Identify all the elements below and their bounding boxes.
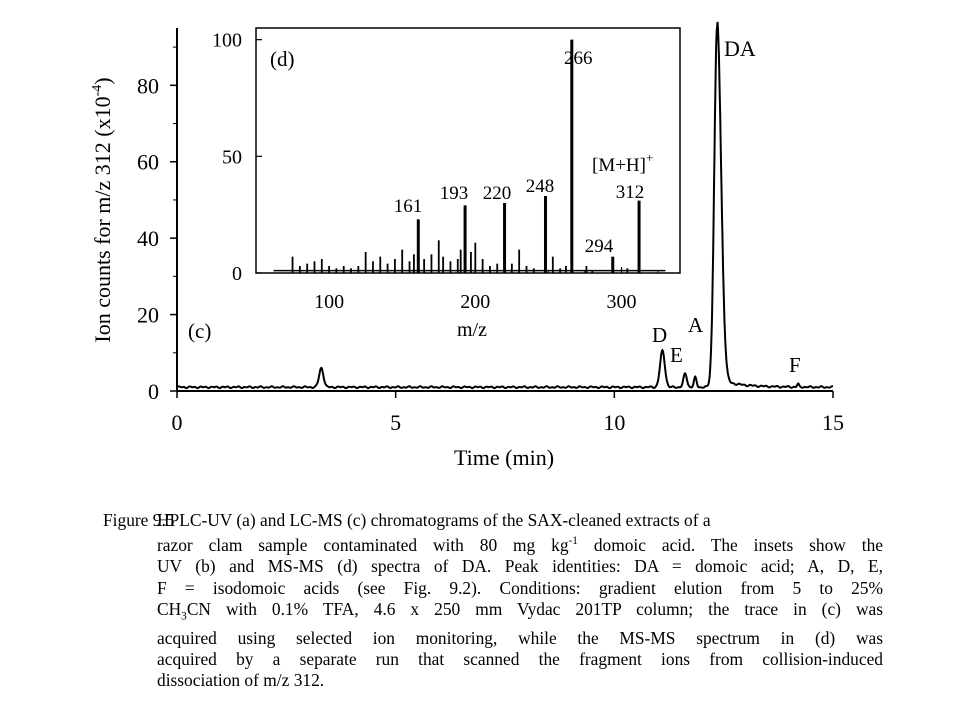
main-y-tick-label: 60	[137, 150, 159, 175]
figure-number: Figure 9.5	[103, 510, 175, 530]
inset-frame	[255, 27, 681, 274]
inset-y-tick-label: 100	[212, 30, 242, 52]
inset-peak-label-193: 193	[440, 183, 469, 204]
main-y-tick-label: 40	[137, 226, 159, 251]
inset-x-tick-label: 200	[460, 291, 490, 313]
main-y-tick-label: 0	[148, 379, 159, 404]
peak-label-a: A	[688, 313, 704, 337]
caption-line-1: Figure 9.5HPLC-UV (a) and LC-MS (c) chro…	[103, 510, 711, 530]
peak-label-e: E	[670, 343, 683, 367]
caption-line-7: acquired by a separate run that scanned …	[157, 649, 883, 670]
main-y-tick-label: 20	[137, 303, 159, 328]
inset-ion-label: [M+H]+	[592, 150, 653, 176]
peak-label-d: D	[652, 323, 667, 347]
caption-line-5: CH3CN with 0.1% TFA, 4.6 x 250 mm Vydac …	[157, 598, 883, 623]
caption-line-8: dissociation of m/z 312.	[157, 670, 325, 691]
main-x-tick-label: 5	[390, 410, 401, 435]
caption-line-2: razor clam sample contaminated with 80 m…	[157, 535, 883, 556]
chromatogram-figure: 0 5 10 15 0 20 40 60 80 Ion counts for m/z 312 (…	[90, 21, 844, 470]
peak-label-da: DA	[724, 36, 756, 61]
caption-line-3: UV (b) and MS-MS (d) spectra of DA. Peak…	[157, 556, 883, 577]
main-x-tick-label: 15	[822, 410, 844, 435]
inset-peak-label-161: 161	[394, 196, 423, 217]
main-x-axis-label: Time (min)	[454, 445, 554, 470]
inset-plot-axes: 100 200 300 0 50 100	[212, 27, 681, 313]
inset-peak-label-266: 266	[564, 48, 593, 69]
figure-caption: Figure 9.5HPLC-UV (a) and LC-MS (c) chro…	[103, 510, 883, 692]
inset-peak-label-312: 312	[616, 182, 645, 203]
inset-peak-label-220: 220	[483, 183, 512, 204]
inset-x-axis-label: m/z	[457, 319, 487, 341]
main-y-axis-label: Ion counts for m/z 312 (x10-4)	[90, 77, 115, 342]
inset-y-tick-label: 50	[222, 146, 242, 168]
caption-line-4: F = isodomoic acids (see Fig. 9.2). Cond…	[157, 577, 883, 598]
inset-peak-label-248: 248	[526, 176, 555, 197]
main-x-tick-label: 0	[172, 410, 183, 435]
panel-c-label: (c)	[188, 319, 211, 343]
inset-peak-label-294: 294	[585, 236, 614, 257]
main-x-tick-label: 10	[603, 410, 625, 435]
inset-y-tick-label: 0	[232, 263, 242, 285]
peak-label-f: F	[789, 353, 801, 377]
inset-x-tick-label: 100	[314, 291, 344, 313]
caption-line-6: acquired using selected ion monitoring, …	[157, 627, 883, 648]
inset-x-tick-label: 300	[607, 291, 637, 313]
inset-spectrum-peaks	[273, 39, 666, 273]
lc-ms-trace	[176, 21, 834, 390]
main-y-tick-label: 80	[137, 73, 159, 98]
main-plot-axes: 0 5 10 15 0 20 40 60 80	[137, 28, 844, 435]
panel-d-label: (d)	[270, 47, 295, 71]
